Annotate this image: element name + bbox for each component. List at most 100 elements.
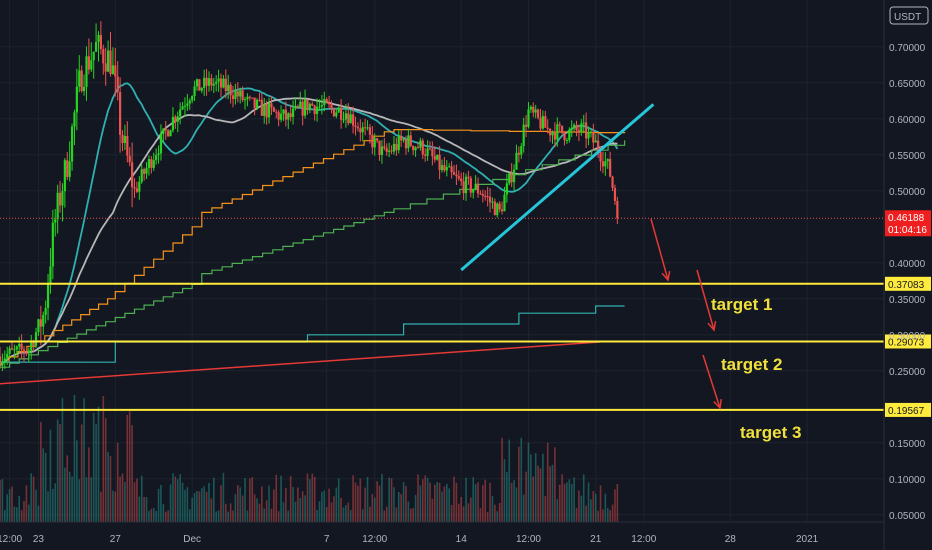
candle-body [1,361,4,366]
candle-body [157,153,160,156]
volume-bar [397,491,400,522]
candle-body [488,196,492,203]
volume-bar [6,494,9,522]
volume-bar [297,487,299,522]
candle-body [260,99,263,116]
volume-bar [458,503,460,522]
volume-bar [133,482,136,522]
volume-bar [265,500,268,522]
volume-bar [460,497,463,522]
volume-bar [357,485,359,522]
candle-body [186,103,189,106]
candle-body [575,124,578,131]
volume-bar [215,511,217,522]
volume-bar [582,474,585,522]
volume-bar [54,483,57,522]
candle-body [99,34,102,49]
volume-bar [340,497,342,522]
candle-body [573,124,576,129]
volume-bar [263,508,266,522]
level-label-box [885,276,931,291]
candle-body [116,76,119,92]
candle-body [594,140,597,143]
volume-bar [92,412,95,522]
volume-bar [11,486,13,522]
volume-bar [597,510,599,522]
volume-bar [196,490,198,522]
volume-bar [467,503,470,522]
volume-bar [419,485,422,522]
candle-body [484,195,487,197]
volume-bar [172,473,174,522]
candle-body [412,145,415,151]
candle-body [462,181,465,194]
candle-body [419,140,422,148]
candle-body [354,125,357,127]
y-tick-label: 0.40000 [889,259,926,270]
volume-bar [366,477,369,522]
volume-bar [68,471,71,522]
candle-body [109,50,112,75]
volume-bar [145,497,148,522]
candle-body [517,152,520,155]
volume-bar [136,478,138,522]
candle-body [119,91,122,135]
volume-bar [570,483,573,522]
candle-body [508,173,511,184]
candle-body [587,132,590,139]
volume-bar [140,475,143,522]
candle-body [498,203,501,210]
candle-body [402,139,405,141]
candle-body [541,116,544,129]
candle-body [234,91,237,99]
volume-bar [80,424,83,522]
volume-bar [361,509,364,522]
candlesticks [0,21,619,371]
candle-body [150,159,153,168]
candle-body [66,160,69,177]
candle-body [267,103,271,118]
candle-body [414,147,417,151]
volume-bar [614,489,616,522]
candle-body [54,219,57,223]
volume-bar [446,483,448,522]
volume-bar [616,484,619,522]
candle-body [311,103,314,106]
volume-bar [506,471,508,522]
volume-bar [349,510,352,522]
candle-body [546,127,549,129]
x-tick-label: 12:00 [0,534,23,545]
candle-body [303,99,307,116]
candle-body [337,107,340,113]
volume-bar [494,504,496,522]
volume-bar [534,453,537,522]
volume-bar [304,495,306,522]
candle-body [457,176,460,179]
volume-bar [421,479,424,522]
candle-body [277,112,280,120]
volume-bar [333,496,335,522]
candle-body [467,176,470,179]
volume-bar [184,489,186,522]
volume-bar [496,511,499,522]
volume-bar [530,454,532,522]
volume-bar [489,482,491,522]
candle-body [364,127,367,129]
candle-body [200,87,203,91]
candle-body [390,150,393,152]
volume-bar [280,475,282,522]
candle-body [135,188,139,192]
volume-bar [477,482,479,522]
candle-body [448,166,451,168]
annotation-target-1: target 1 [711,295,772,314]
candle-body [349,114,352,124]
candle-body [224,78,227,92]
volume-bar [417,474,419,522]
candle-body [361,127,364,133]
candle-body [327,102,331,105]
volume-bar [441,491,443,522]
volume-bar [318,501,321,522]
volume-bar [513,480,515,522]
candle-body [22,349,26,353]
